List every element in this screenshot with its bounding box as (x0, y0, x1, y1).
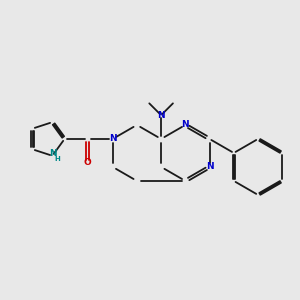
Text: H: H (54, 156, 60, 162)
Text: N: N (49, 149, 57, 158)
Text: N: N (206, 162, 213, 171)
Text: N: N (182, 121, 189, 130)
Text: O: O (84, 158, 92, 167)
Text: N: N (109, 134, 116, 143)
Text: N: N (157, 111, 165, 120)
